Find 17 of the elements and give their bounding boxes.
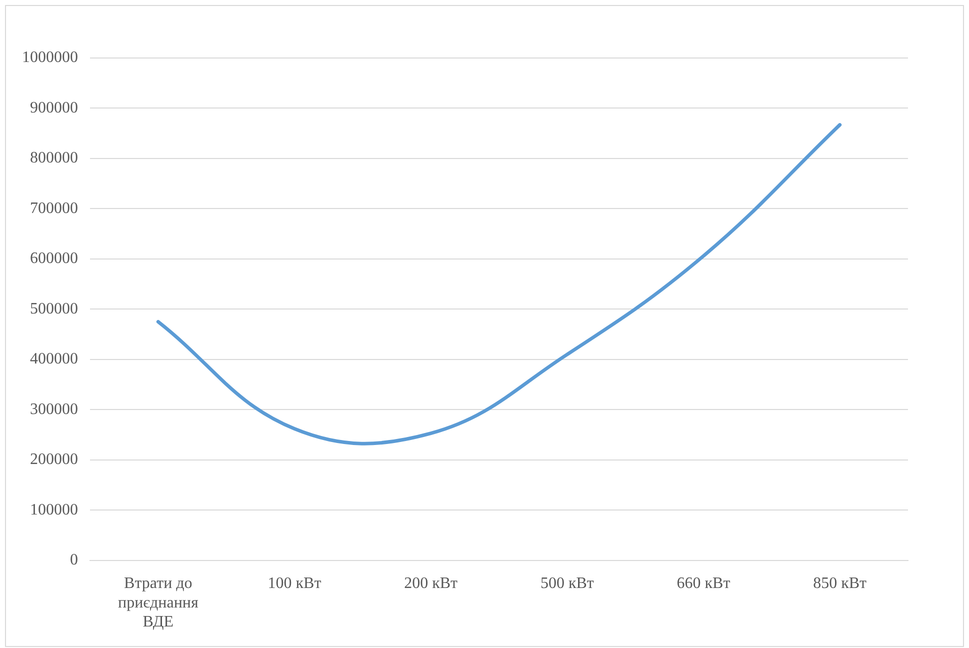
y-tick-label: 900000 [30,99,78,116]
x-tick-label: 850 кВт [813,575,867,592]
y-tick-label: 0 [70,552,78,569]
x-tick-label: Втрати до приєднання ВДЕ [118,575,199,631]
y-tick-label: 700000 [30,200,78,217]
y-tick-label: 200000 [30,451,78,468]
y-tick-label: 600000 [30,250,78,268]
x-tick-label: 100 кВт [268,575,322,592]
x-tick-label: 200 кВт [404,575,458,592]
y-tick-label: 1000000 [22,49,78,66]
y-tick-label: 400000 [30,350,78,368]
y-tick-label: 800000 [30,150,78,167]
x-tick-label: 500 кВт [540,575,594,592]
y-tick-label: 300000 [30,400,78,418]
y-tick-label: 500000 [30,300,78,318]
y-tick-label: 100000 [30,501,78,518]
x-tick-label: 660 кВт [676,575,730,592]
